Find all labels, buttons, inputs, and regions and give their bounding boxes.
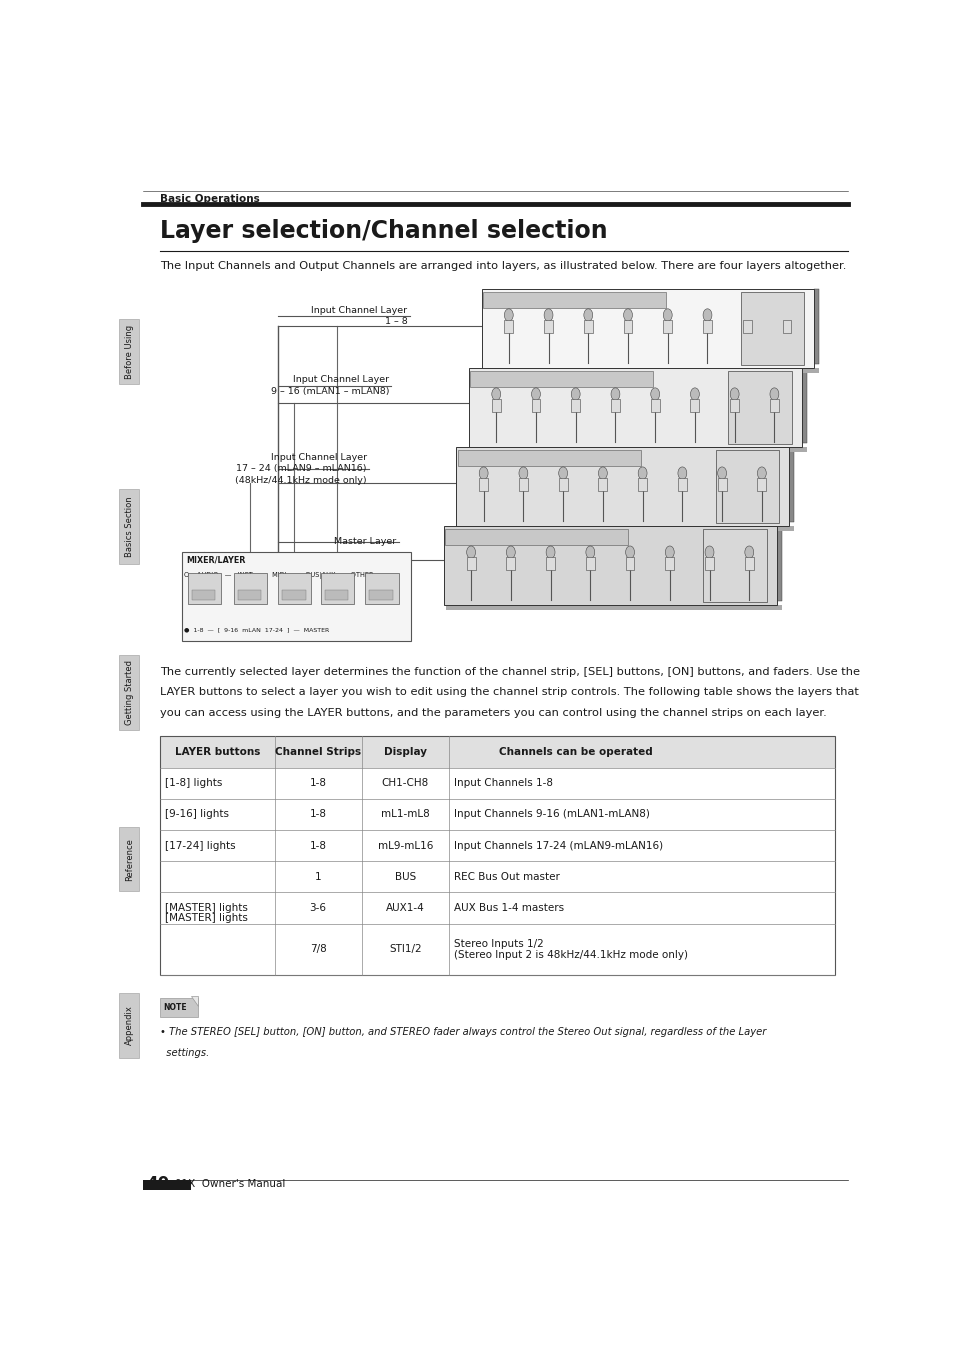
Bar <box>744 557 753 570</box>
Bar <box>740 292 803 365</box>
Circle shape <box>585 546 594 558</box>
Bar <box>278 573 311 604</box>
Bar <box>192 589 215 600</box>
Bar <box>182 553 411 640</box>
Bar <box>160 924 834 975</box>
Bar <box>742 320 751 332</box>
Text: ●  1-8  —  [  9-16  mLAN  17-24  ]  —  MASTER: ● 1-8 — [ 9-16 mLAN 17-24 ] — MASTER <box>184 628 329 632</box>
Text: [1-8] lights: [1-8] lights <box>165 778 222 788</box>
Bar <box>478 478 488 490</box>
Bar <box>769 399 778 412</box>
Circle shape <box>478 467 488 480</box>
Circle shape <box>717 467 726 480</box>
Circle shape <box>531 388 539 400</box>
Circle shape <box>757 467 765 480</box>
Text: settings.: settings. <box>160 1048 209 1058</box>
Circle shape <box>729 388 739 400</box>
Bar <box>788 447 794 521</box>
Circle shape <box>466 546 475 558</box>
Text: Layer selection/Channel selection: Layer selection/Channel selection <box>160 219 607 243</box>
Bar <box>664 557 674 570</box>
Bar <box>119 655 139 730</box>
Circle shape <box>664 546 674 558</box>
Circle shape <box>571 388 579 400</box>
Text: CH1-CH8: CH1-CH8 <box>381 778 429 788</box>
Bar <box>704 557 713 570</box>
Bar <box>715 450 779 523</box>
Bar <box>445 530 628 544</box>
Bar <box>571 399 579 412</box>
Text: AUX1-4: AUX1-4 <box>386 902 424 913</box>
Bar <box>583 320 592 332</box>
Bar <box>321 573 354 604</box>
Circle shape <box>662 309 672 322</box>
Circle shape <box>623 309 632 322</box>
Bar <box>757 478 765 490</box>
Bar <box>160 767 834 798</box>
Bar <box>598 478 607 490</box>
Text: Input Channels 9-16 (mLAN1-mLAN8): Input Channels 9-16 (mLAN1-mLAN8) <box>454 809 649 819</box>
Bar <box>729 399 739 412</box>
Text: mL1-mL8: mL1-mL8 <box>380 809 429 819</box>
Bar <box>585 557 594 570</box>
Text: BUS: BUS <box>395 871 416 882</box>
Circle shape <box>742 309 751 322</box>
Bar <box>482 292 665 308</box>
Bar <box>160 736 834 975</box>
Bar <box>623 320 632 332</box>
Text: 1-8: 1-8 <box>310 840 326 851</box>
Text: [MASTER] lights: [MASTER] lights <box>165 902 248 913</box>
Bar <box>518 478 527 490</box>
Text: Input Channel Layer
1 – 8: Input Channel Layer 1 – 8 <box>311 305 407 327</box>
Text: 40: 40 <box>146 1174 169 1193</box>
Circle shape <box>704 546 713 558</box>
Text: 1-8: 1-8 <box>310 809 326 819</box>
Text: REC Bus Out master: REC Bus Out master <box>454 871 559 882</box>
Circle shape <box>638 467 646 480</box>
Text: The Input Channels and Output Channels are arranged into layers, as illustrated : The Input Channels and Output Channels a… <box>160 261 845 272</box>
Text: 7/8: 7/8 <box>310 944 326 954</box>
Bar <box>728 372 791 444</box>
Bar <box>813 289 819 363</box>
Text: Input Channels 1-8: Input Channels 1-8 <box>454 778 553 788</box>
Text: Before Using: Before Using <box>125 324 133 378</box>
Text: Basic Operations: Basic Operations <box>160 195 259 204</box>
Circle shape <box>492 388 500 400</box>
Circle shape <box>598 467 607 480</box>
Bar <box>456 447 788 526</box>
Bar <box>650 399 659 412</box>
Text: Display: Display <box>383 747 426 757</box>
Circle shape <box>690 388 699 400</box>
Bar <box>365 573 398 604</box>
Circle shape <box>506 546 515 558</box>
Bar <box>119 489 139 563</box>
Bar <box>638 478 646 490</box>
Bar <box>543 320 553 332</box>
Bar <box>506 557 515 570</box>
Bar <box>531 399 539 412</box>
Text: Reference: Reference <box>125 838 133 881</box>
Text: Getting Started: Getting Started <box>125 661 133 725</box>
Text: Input Channel Layer
17 – 24 (mLAN9 – mLAN16)
(48kHz/44.1kHz mode only): Input Channel Layer 17 – 24 (mLAN9 – mLA… <box>235 453 367 485</box>
Text: 3-6: 3-6 <box>310 902 326 913</box>
Circle shape <box>678 467 686 480</box>
Text: • The STEREO [SEL] button, [ON] button, and STEREO fader always control the Ster: • The STEREO [SEL] button, [ON] button, … <box>160 1027 765 1038</box>
Text: NOTE: NOTE <box>164 1002 187 1012</box>
Bar <box>678 478 686 490</box>
Bar <box>504 320 513 332</box>
Bar <box>143 1179 191 1190</box>
Bar <box>458 526 794 531</box>
Bar <box>443 526 776 605</box>
Bar <box>188 573 221 604</box>
Circle shape <box>545 546 555 558</box>
Circle shape <box>583 309 592 322</box>
Bar <box>160 861 834 893</box>
Circle shape <box>518 467 527 480</box>
Circle shape <box>650 388 659 400</box>
Bar <box>457 450 640 466</box>
Bar <box>610 399 619 412</box>
Circle shape <box>625 546 634 558</box>
Bar <box>160 893 834 924</box>
Bar <box>160 998 198 1017</box>
Circle shape <box>781 309 791 322</box>
